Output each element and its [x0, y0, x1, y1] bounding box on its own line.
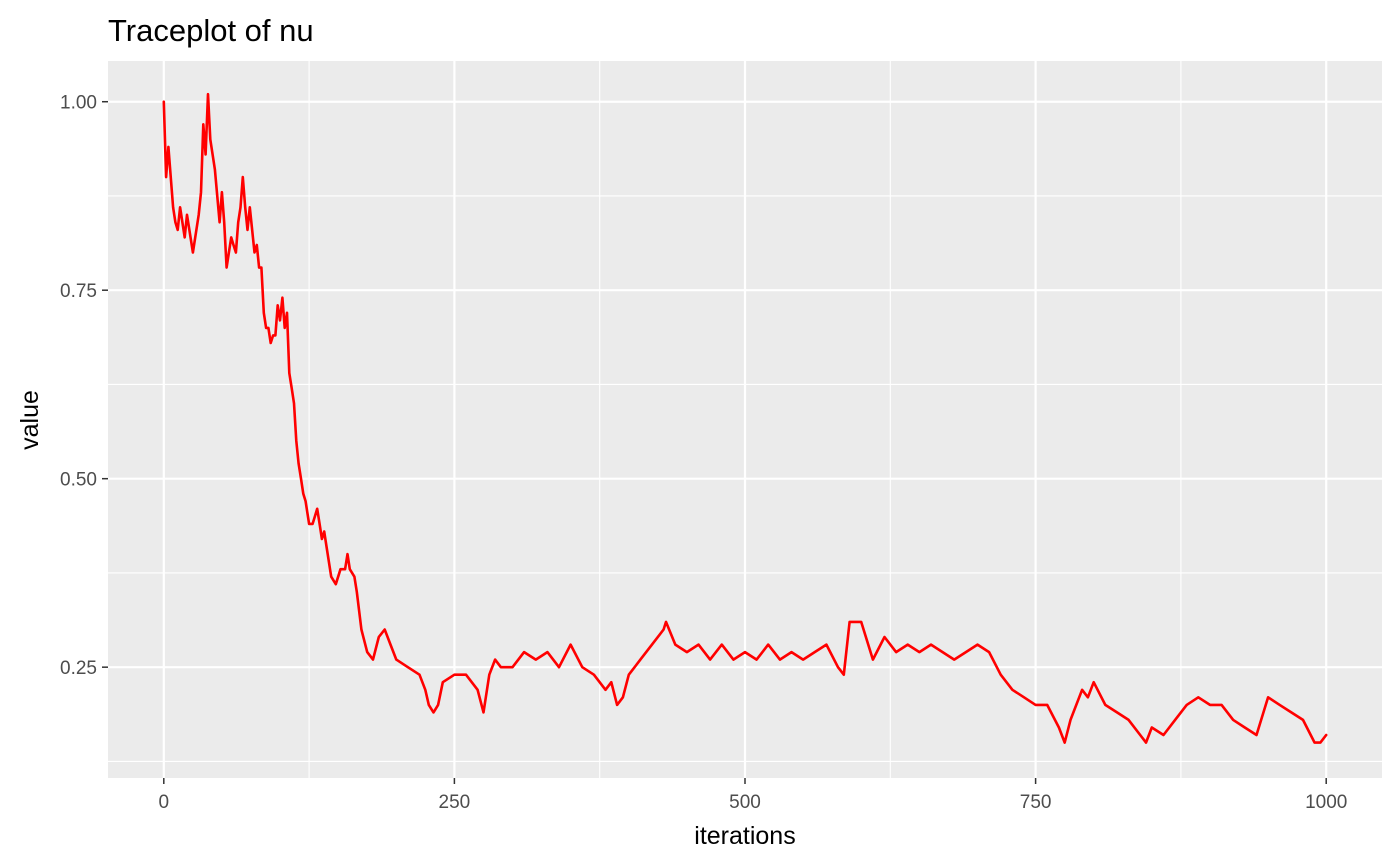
- trace-line: [162, 92, 1328, 744]
- chart-title: Traceplot of nu: [108, 13, 314, 48]
- x-tick-label: 750: [1020, 792, 1052, 813]
- major-gridlines: [108, 61, 1382, 778]
- x-tick-label: 250: [439, 792, 471, 813]
- y-tick-label: 0.50: [60, 470, 97, 491]
- x-tick-label: 500: [729, 792, 761, 813]
- x-axis-title: iterations: [694, 822, 795, 850]
- y-tick-label: 0.25: [60, 658, 97, 679]
- x-tick-label: 1000: [1305, 792, 1347, 813]
- y-tick-label: 1.00: [60, 93, 97, 114]
- y-axis-title: value: [16, 390, 44, 450]
- y-tick-label: 0.75: [60, 281, 97, 302]
- y-axis: 0.25 0.50 0.75 1.00: [60, 93, 108, 679]
- x-tick-label: 0: [159, 792, 170, 813]
- x-axis: 0 250 500 750 1000: [159, 778, 1347, 813]
